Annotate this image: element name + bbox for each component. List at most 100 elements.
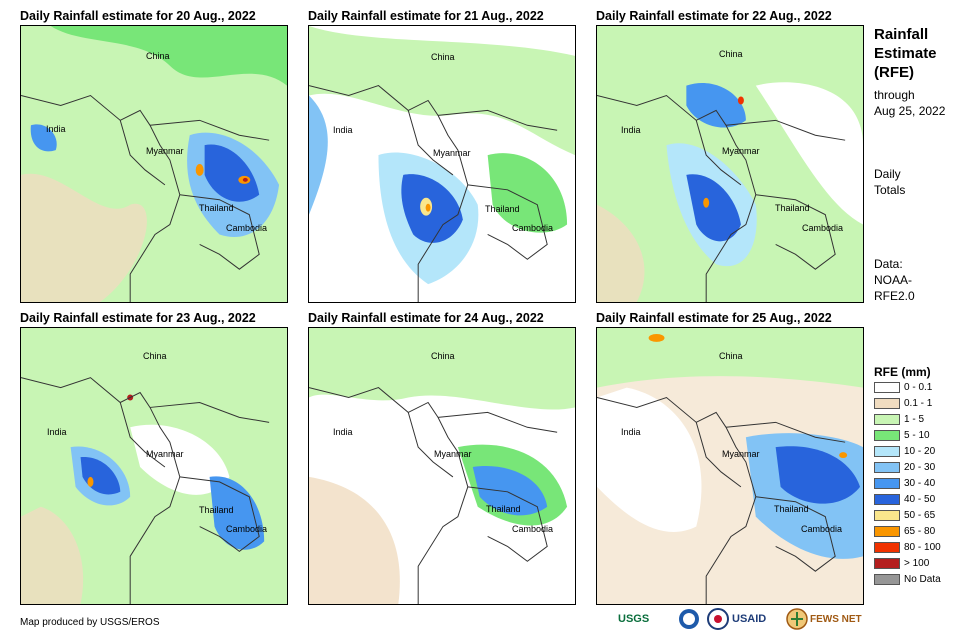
legend-label: 20 - 30 <box>904 462 936 473</box>
map-graphic <box>309 26 575 302</box>
legend-item: 5 - 10 <box>874 430 930 442</box>
label-cambodia: Cambodia <box>226 524 268 534</box>
side-data-line3: RFE2.0 <box>874 289 915 303</box>
legend-swatch <box>874 510 900 521</box>
label-india: India <box>333 427 353 437</box>
legend-item: 0 - 0.1 <box>874 382 932 394</box>
legend-label: > 100 <box>904 558 930 569</box>
label-cambodia: Cambodia <box>226 223 268 233</box>
label-cambodia: Cambodia <box>512 223 554 233</box>
rainfall-map-20-aug: China India Myanmar Thailand Cambodia <box>20 25 288 303</box>
noaa-icon <box>679 609 699 629</box>
label-china: China <box>719 49 743 59</box>
legend-label: 5 - 10 <box>904 430 930 441</box>
label-myanmar: Myanmar <box>434 449 472 459</box>
legend-label: 0 - 0.1 <box>904 382 933 393</box>
side-title-line1: Rainfall <box>874 26 929 43</box>
legend-swatch <box>874 382 900 393</box>
legend-label: 40 - 50 <box>904 494 936 505</box>
usgs-logo: USGS <box>618 608 649 630</box>
side-totals: Daily Totals <box>874 166 905 198</box>
label-myanmar: Myanmar <box>146 146 184 156</box>
rainfall-map-25-aug: China India Myanmar Thailand Cambodia <box>596 327 864 605</box>
legend-label: 30 - 40 <box>904 478 936 489</box>
legend-swatch <box>874 542 900 553</box>
fewsnet-logo: FEWS NET <box>786 608 862 630</box>
map-graphic <box>597 328 863 604</box>
side-data-source: Data: NOAA- RFE2.0 <box>874 256 915 304</box>
label-myanmar: Myanmar <box>433 148 471 158</box>
panel-title-4: Daily Rainfall estimate for 23 Aug., 202… <box>20 311 256 325</box>
fewsnet-icon <box>786 608 808 630</box>
credit-text: Map produced by USGS/EROS <box>20 617 160 628</box>
side-totals-line2: Totals <box>874 183 906 197</box>
legend-label: 1 - 5 <box>904 414 925 425</box>
label-india: India <box>621 427 641 437</box>
side-title: Rainfall Estimate (RFE) <box>874 25 937 82</box>
usaid-logo: USAID <box>707 608 766 630</box>
label-myanmar: Myanmar <box>146 449 184 459</box>
legend-swatch <box>874 430 900 441</box>
label-china: China <box>146 51 170 61</box>
usaid-seal-icon <box>707 608 729 630</box>
label-india: India <box>47 427 67 437</box>
legend-item: 10 - 20 <box>874 446 935 458</box>
legend-swatch <box>874 446 900 457</box>
side-totals-line1: Daily <box>874 167 901 181</box>
legend-swatch <box>874 558 900 569</box>
legend-item: 30 - 40 <box>874 478 935 490</box>
label-india: India <box>333 125 353 135</box>
map-graphic <box>21 328 287 604</box>
panel-title-3: Daily Rainfall estimate for 22 Aug., 202… <box>596 9 832 23</box>
label-thailand: Thailand <box>774 504 809 514</box>
label-thailand: Thailand <box>485 204 520 214</box>
legend-label: 0.1 - 1 <box>904 398 933 409</box>
panel-title-1: Daily Rainfall estimate for 20 Aug., 202… <box>20 9 256 23</box>
side-title-line2: Estimate <box>874 45 937 62</box>
side-through-line1: through <box>874 88 915 102</box>
label-myanmar: Myanmar <box>722 146 760 156</box>
label-cambodia: Cambodia <box>512 524 554 534</box>
legend-swatch <box>874 526 900 537</box>
legend-item: 1 - 5 <box>874 414 924 426</box>
legend-item: 40 - 50 <box>874 494 935 506</box>
side-data-line2: NOAA- <box>874 273 913 287</box>
label-india: India <box>621 125 641 135</box>
noaa-logo <box>678 608 700 630</box>
panel-title-2: Daily Rainfall estimate for 21 Aug., 202… <box>308 9 544 23</box>
rainfall-map-24-aug: China India Myanmar Thailand Cambodia <box>308 327 576 605</box>
fewsnet-logo-text: FEWS NET <box>810 613 862 625</box>
label-china: China <box>431 351 455 361</box>
side-through: through Aug 25, 2022 <box>874 87 945 119</box>
label-china: China <box>431 52 455 62</box>
label-thailand: Thailand <box>199 505 234 515</box>
usgs-logo-text: USGS <box>618 613 650 625</box>
legend-label: 80 - 100 <box>904 542 941 553</box>
legend-item: 50 - 65 <box>874 510 935 522</box>
legend-item: > 100 <box>874 558 929 570</box>
side-data-line1: Data: <box>874 257 903 271</box>
rainfall-map-21-aug: China India Myanmar Thailand Cambodia <box>308 25 576 303</box>
legend-swatch <box>874 414 900 425</box>
label-cambodia: Cambodia <box>802 223 844 233</box>
legend-item: No Data <box>874 574 941 586</box>
legend-swatch <box>874 478 900 489</box>
label-thailand: Thailand <box>486 504 521 514</box>
side-through-line2: Aug 25, 2022 <box>874 104 946 118</box>
panel-title-6: Daily Rainfall estimate for 25 Aug., 202… <box>596 311 832 325</box>
label-india: India <box>46 124 66 134</box>
legend-item: 20 - 30 <box>874 462 935 474</box>
legend-label: 65 - 80 <box>904 526 936 537</box>
rainfall-map-23-aug: China India Myanmar Thailand Cambodia <box>20 327 288 605</box>
legend-swatch <box>874 398 900 409</box>
label-thailand: Thailand <box>775 203 810 213</box>
legend-item: 80 - 100 <box>874 542 941 554</box>
rainfall-map-22-aug: China India Myanmar Thailand Cambodia <box>596 25 864 303</box>
map-graphic <box>21 26 287 302</box>
usaid-logo-text: USAID <box>732 613 767 625</box>
map-graphic <box>309 328 575 604</box>
label-china: China <box>143 351 167 361</box>
legend-item: 65 - 80 <box>874 526 935 538</box>
legend-item: 0.1 - 1 <box>874 398 932 410</box>
label-cambodia: Cambodia <box>801 524 843 534</box>
